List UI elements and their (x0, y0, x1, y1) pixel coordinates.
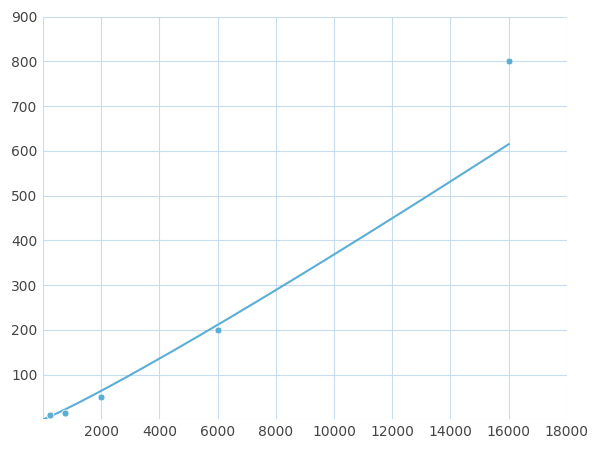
Point (97, 393, 106, 400)
Point (60, 409, 70, 416)
Point (213, 326, 223, 333)
Point (504, 58, 514, 65)
Point (46, 411, 55, 418)
